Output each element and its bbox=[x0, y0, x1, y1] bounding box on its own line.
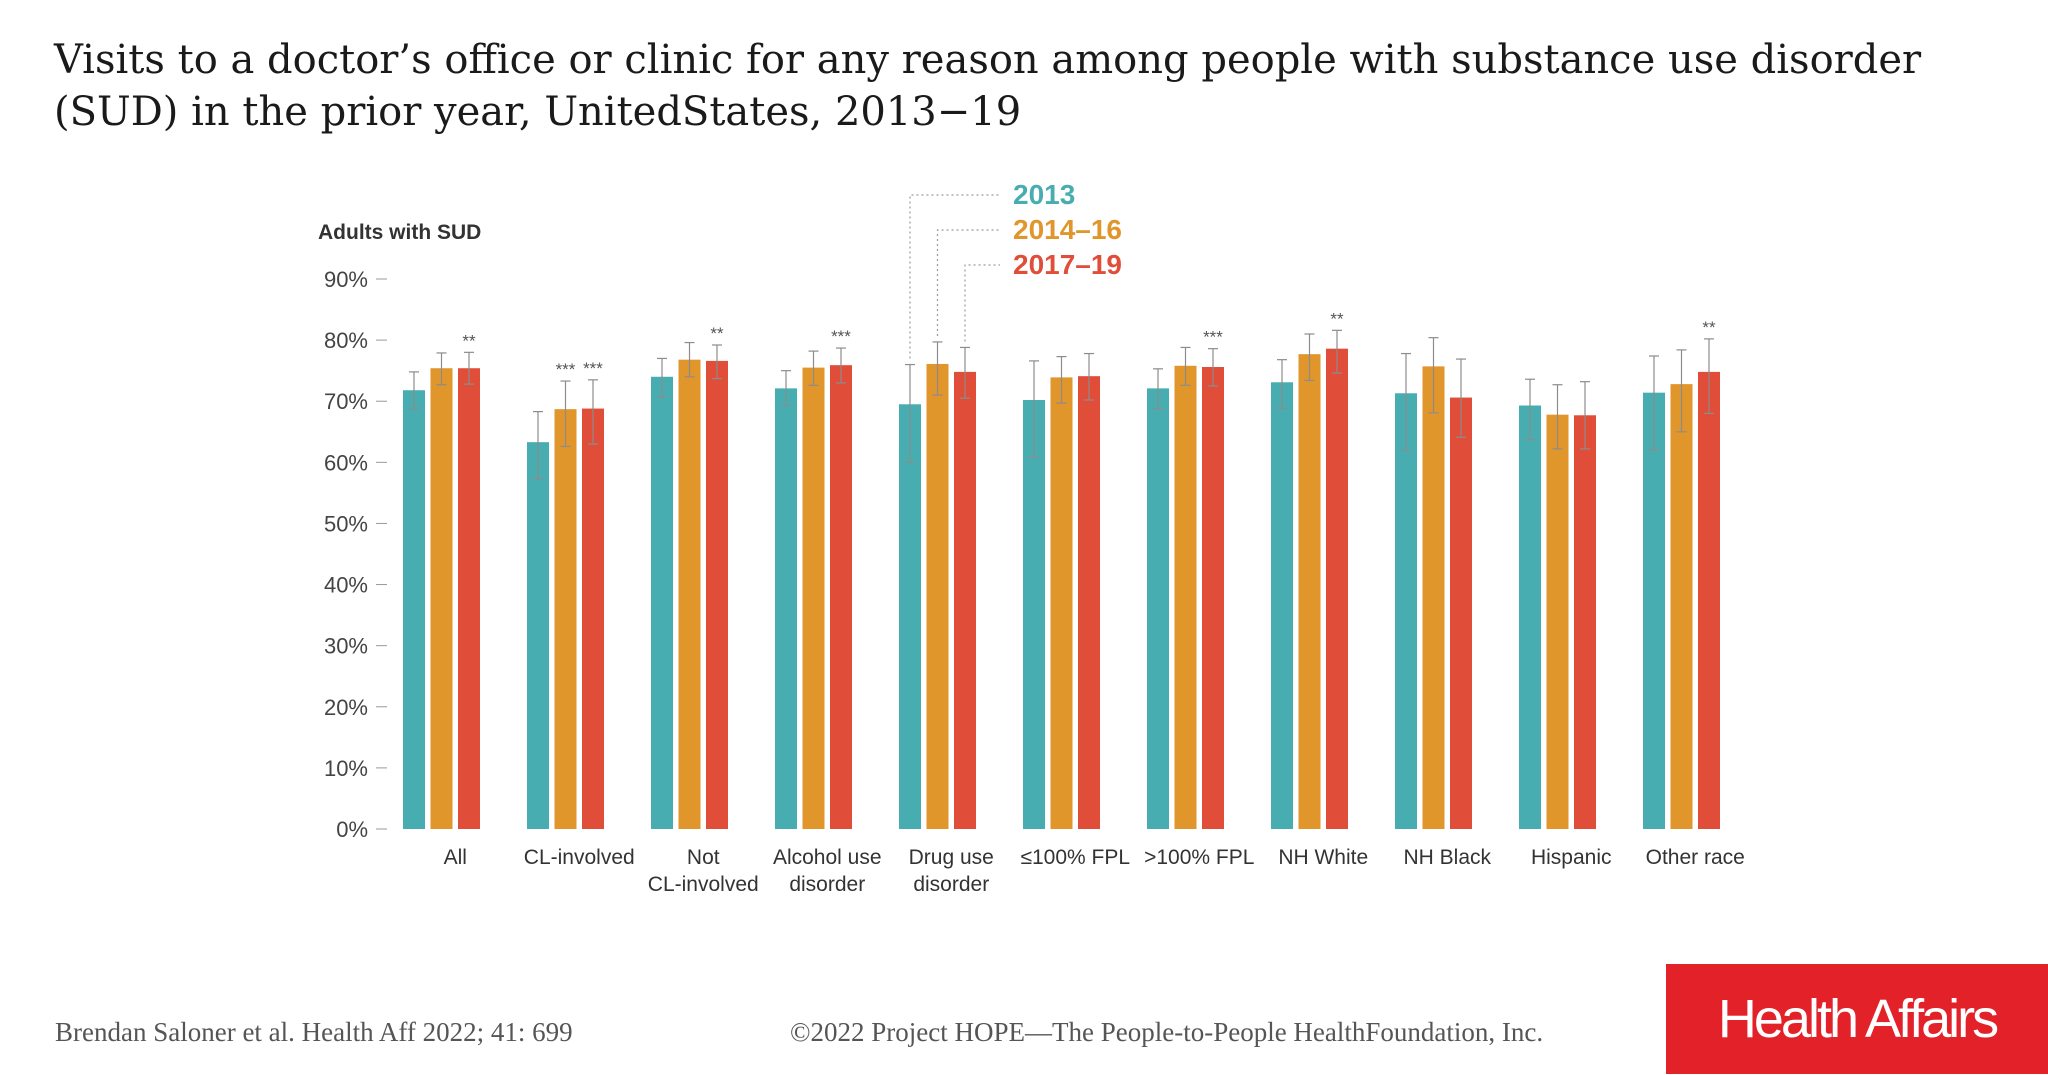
bar bbox=[1174, 365, 1197, 829]
bar bbox=[1050, 377, 1073, 829]
copyright: ©2022 Project HOPE—The People-to-People … bbox=[790, 1017, 1544, 1047]
x-tick-label: Hispanic bbox=[1531, 846, 1612, 869]
bar bbox=[954, 371, 976, 829]
significance-marker: ** bbox=[462, 331, 476, 350]
x-tick-label: disorder bbox=[789, 873, 865, 896]
bar bbox=[1450, 397, 1472, 829]
bar bbox=[1271, 382, 1293, 829]
bar bbox=[1519, 405, 1541, 829]
x-tick-label: NH White bbox=[1278, 846, 1368, 869]
y-tick-label: 40% bbox=[324, 573, 368, 598]
health-affairs-logo: Health Affairs bbox=[1666, 964, 2048, 1074]
error-bars bbox=[409, 329, 1714, 481]
bar bbox=[527, 442, 549, 829]
y-tick-label: 30% bbox=[324, 634, 368, 659]
citation: Brendan Saloner et al. Health Aff 2022; … bbox=[55, 1017, 573, 1047]
bar bbox=[554, 409, 577, 829]
bar bbox=[458, 368, 480, 829]
bar bbox=[802, 367, 825, 829]
bar bbox=[403, 390, 425, 829]
x-tick-label: All bbox=[444, 846, 467, 869]
significance-marker: ** bbox=[1330, 309, 1344, 328]
bar bbox=[1546, 414, 1569, 829]
x-tick-label: NH Black bbox=[1403, 846, 1491, 869]
x-tick-label: Drug use bbox=[909, 846, 994, 869]
bar bbox=[1147, 388, 1169, 829]
bar bbox=[678, 359, 701, 829]
bar bbox=[582, 408, 604, 829]
bar bbox=[1326, 348, 1348, 829]
x-tick-label: Alcohol use bbox=[773, 846, 882, 869]
bar bbox=[706, 360, 728, 829]
y-tick-label: 90% bbox=[324, 267, 368, 292]
significance-marker: ** bbox=[710, 324, 724, 343]
legend-label: 2014–16 bbox=[1013, 214, 1122, 245]
significance-marker: *** bbox=[1203, 328, 1223, 347]
legend-label: 2013 bbox=[1013, 179, 1075, 210]
legend-label: 2017–19 bbox=[1013, 249, 1122, 280]
significance-marker: *** bbox=[831, 327, 851, 346]
bar bbox=[1395, 393, 1417, 829]
bar bbox=[1698, 371, 1720, 829]
legend-leader-line bbox=[964, 264, 1000, 342]
y-tick-label: 0% bbox=[336, 817, 368, 842]
bar bbox=[1298, 354, 1321, 829]
page-title: Visits to a doctor’s office or clinic fo… bbox=[54, 37, 1922, 135]
y-axis: 0% 10% 20% 30% 40% 50% 60% 70% 80% 90% bbox=[324, 267, 387, 842]
y-tick-label: 60% bbox=[324, 450, 368, 475]
significance-marker: ** bbox=[1702, 318, 1716, 337]
y-tick-label: 10% bbox=[324, 756, 368, 781]
bar bbox=[1078, 376, 1100, 829]
x-tick-label: Other race bbox=[1646, 846, 1745, 869]
x-tick-label: >100% FPL bbox=[1144, 846, 1254, 869]
bars bbox=[403, 348, 1720, 829]
y-axis-title: Adults with SUD bbox=[318, 221, 481, 244]
x-tick-label: CL-involved bbox=[648, 873, 759, 896]
x-tick-label: disorder bbox=[913, 873, 989, 896]
y-tick-label: 70% bbox=[324, 389, 368, 414]
significance-marker: *** bbox=[556, 360, 576, 379]
y-tick-label: 80% bbox=[324, 328, 368, 353]
significance-markers: ***** ***** *** ***** ** bbox=[462, 309, 1716, 379]
legend: 2013 2014–16 2017–19 bbox=[909, 179, 1122, 359]
y-tick-label: 20% bbox=[324, 695, 368, 720]
bar bbox=[430, 368, 453, 829]
bar bbox=[830, 365, 852, 829]
bar bbox=[926, 363, 949, 829]
legend-leader-line bbox=[936, 229, 1000, 336]
x-tick-label: ≤100% FPL bbox=[1020, 846, 1130, 869]
bar bbox=[1422, 366, 1445, 829]
bar bbox=[1574, 415, 1596, 829]
x-tick-label: CL-involved bbox=[524, 846, 635, 869]
bar bbox=[1023, 400, 1045, 829]
bar bbox=[1670, 384, 1693, 829]
bar bbox=[775, 388, 797, 829]
bar bbox=[1643, 392, 1665, 829]
bar bbox=[651, 376, 673, 829]
legend-leader-line bbox=[909, 194, 1000, 359]
bar-chart: 2013 2014–16 2017–19 Adults with SUD 0% 10%… bbox=[318, 179, 1745, 896]
x-axis-labels: All CL-involved Not CL-involved Alcohol use d… bbox=[444, 846, 1745, 896]
significance-marker: *** bbox=[583, 359, 603, 378]
y-tick-label: 50% bbox=[324, 511, 368, 536]
bar bbox=[899, 404, 921, 829]
bar bbox=[1202, 367, 1224, 829]
x-tick-label: Not bbox=[687, 846, 720, 869]
